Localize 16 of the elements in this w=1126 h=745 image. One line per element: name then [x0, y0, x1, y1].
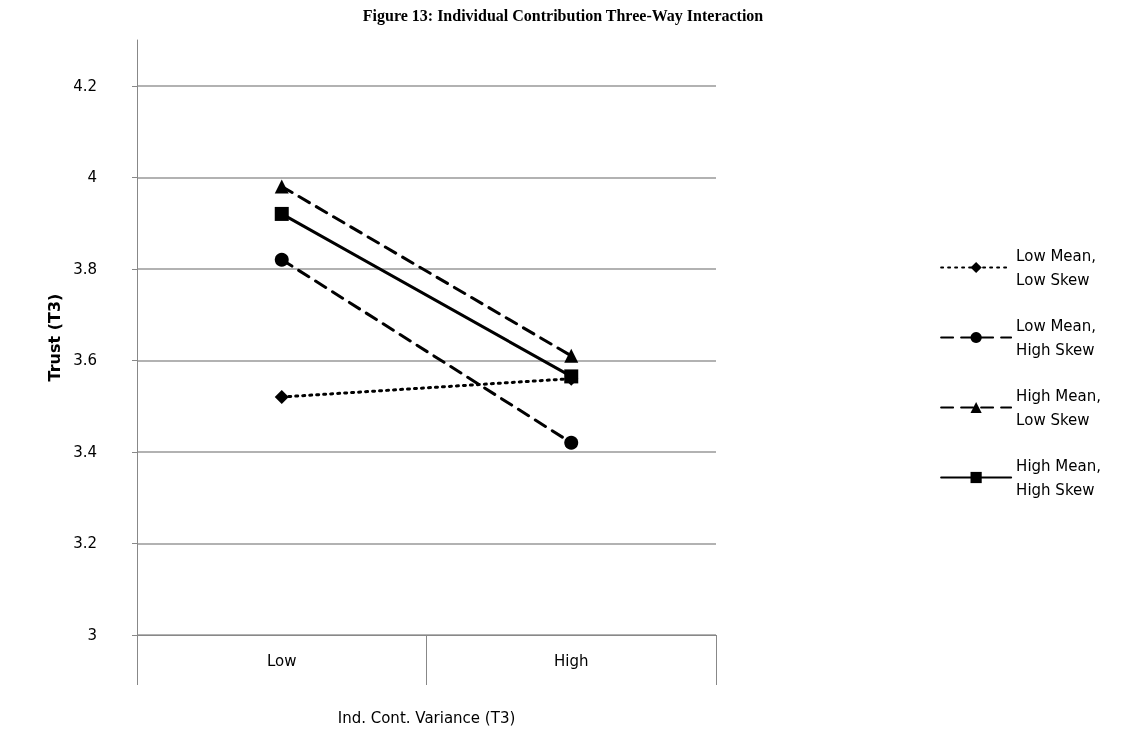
x-tick-label: Low	[266, 651, 297, 670]
y-tick-label: 3.4	[73, 442, 97, 461]
legend-label: Low Mean, Low Skew	[1016, 246, 1097, 289]
x-tick-label: High	[554, 651, 589, 670]
y-tick-label: 3	[87, 626, 97, 644]
legend-label: High Mean, High Skew	[1016, 456, 1102, 499]
y-tick-label: 3.8	[73, 259, 97, 278]
legend-label: High Mean, Low Skew	[1016, 386, 1102, 429]
y-tick-label: 3.2	[73, 534, 97, 553]
y-tick-label: 3.6	[73, 351, 97, 370]
x-axis-title: Ind. Cont. Variance (T3)	[337, 708, 516, 727]
y-axis-title: Trust (T3)	[44, 293, 64, 382]
legend-label: Low Mean, High Skew	[1016, 316, 1097, 359]
y-tick-label: 4.2	[73, 76, 97, 95]
y-tick-label: 4	[87, 168, 97, 187]
chart-title: Figure 13: Individual Contribution Three-Way Interaction	[362, 6, 764, 25]
